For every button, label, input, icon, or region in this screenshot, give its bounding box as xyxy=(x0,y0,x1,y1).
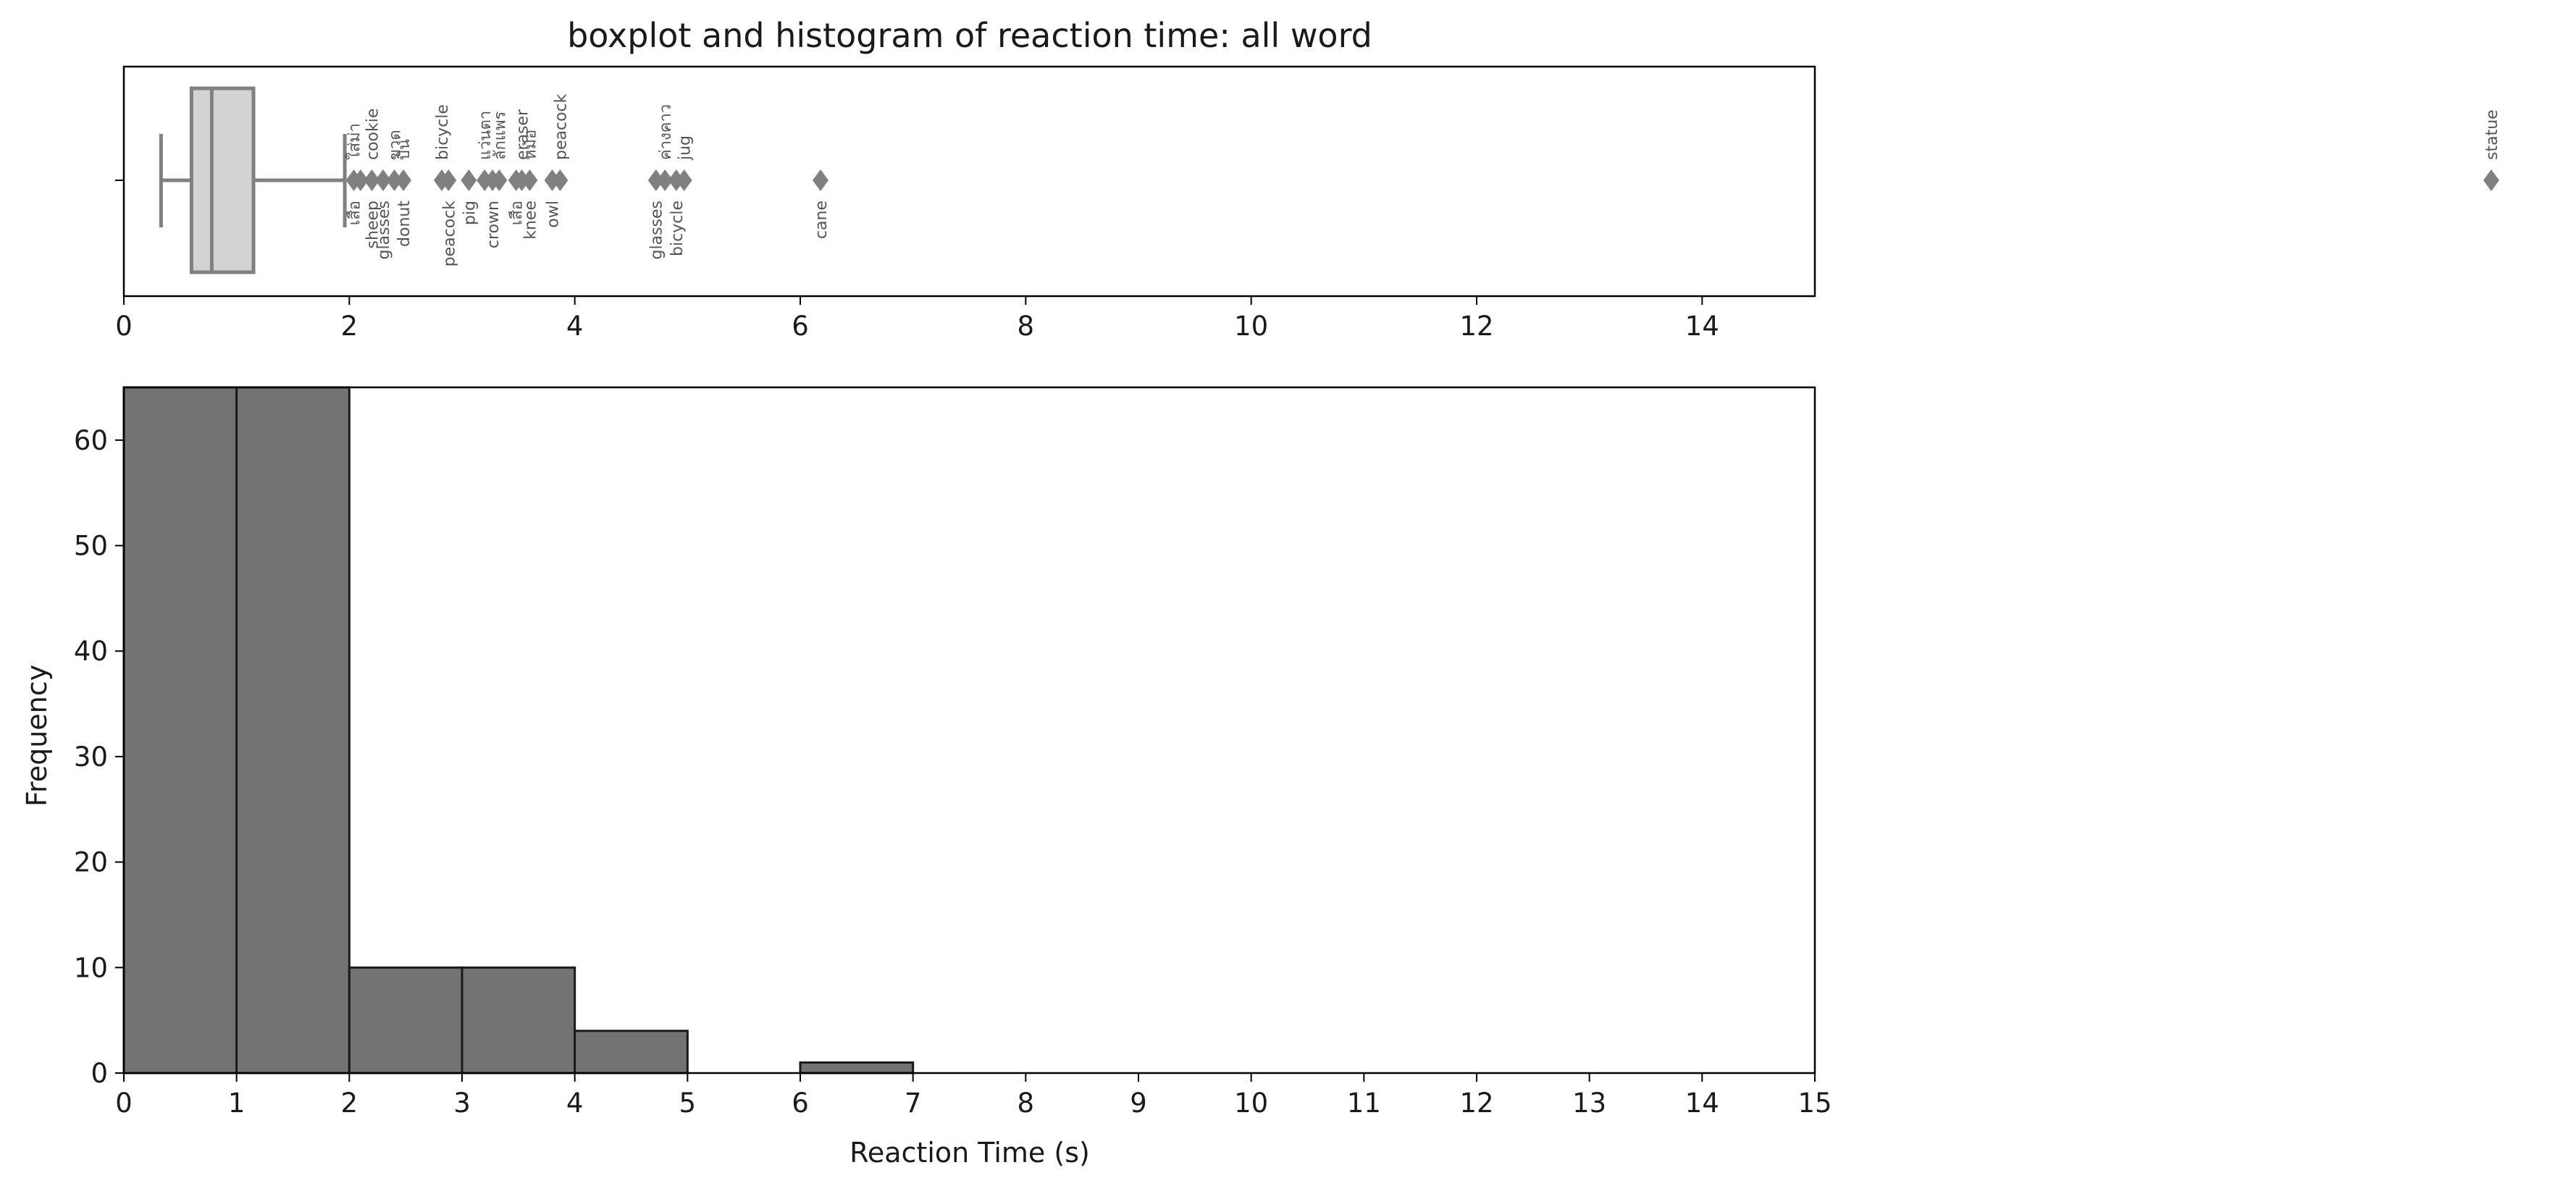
outlier-label-below: crown xyxy=(484,201,503,248)
outlier-point xyxy=(491,169,508,191)
hist-x-tick-label: 7 xyxy=(905,1088,922,1119)
hist-y-tick-label: 0 xyxy=(91,1058,108,1089)
hist-y-tick-label: 40 xyxy=(74,636,108,667)
outlier-point xyxy=(2483,169,2499,191)
outlier-point xyxy=(352,169,369,191)
hist-x-tick-label: 10 xyxy=(1234,1088,1268,1119)
boxplot-panel: ใส่ม่าเสือcookiesheepglassesขวดบินdonutb… xyxy=(115,65,2501,342)
hist-x-tick-label: 14 xyxy=(1685,1088,1719,1119)
outlier-point xyxy=(440,169,457,191)
box-x-tick-label: 0 xyxy=(115,311,133,342)
histogram-bar xyxy=(574,1030,689,1074)
outlier-label-below: glasses xyxy=(648,201,666,259)
outlier-label-below: sheep xyxy=(364,201,382,248)
hist-x-tick-label: 3 xyxy=(453,1088,471,1119)
outlier-point xyxy=(375,169,392,191)
outlier-label-above: ใส่ม่า xyxy=(345,123,364,160)
hist-x-tick-label: 9 xyxy=(1130,1088,1147,1119)
outlier-point xyxy=(813,169,829,191)
hist-x-tick-label: 15 xyxy=(1797,1088,1832,1119)
hist-y-tick-label: 20 xyxy=(74,847,108,878)
outlier-point xyxy=(386,169,403,191)
outlier-label-below: peacock xyxy=(440,201,458,267)
hist-x-tick-label: 6 xyxy=(792,1088,809,1119)
box-x-tick-label: 4 xyxy=(566,311,584,342)
hist-y-tick-label: 60 xyxy=(74,425,108,456)
hist-x-tick-label: 8 xyxy=(1018,1088,1035,1119)
hist-x-tick-label: 13 xyxy=(1572,1088,1606,1119)
histogram-bar xyxy=(799,1061,915,1074)
box-x-tick-label: 10 xyxy=(1234,311,1268,342)
hist-x-tick-label: 1 xyxy=(228,1088,246,1119)
y-axis-label: Frequency xyxy=(21,665,53,807)
hist-y-tick-label: 30 xyxy=(74,741,108,773)
outlier-label-below: owl xyxy=(545,201,563,228)
outlier-point xyxy=(364,169,380,191)
outlier-label-above: cookie xyxy=(364,109,382,160)
outlier-label-below: donut xyxy=(395,201,414,247)
hist-x-tick-label: 0 xyxy=(115,1088,133,1119)
iqr-box xyxy=(189,86,256,274)
histogram-bar xyxy=(348,966,463,1074)
outlier-label-above: ลักแพร xyxy=(491,112,509,160)
outlier-point xyxy=(647,169,664,191)
outlier-point xyxy=(461,169,477,191)
histogram-frame xyxy=(122,386,1816,1074)
hist-x-tick-label: 2 xyxy=(341,1088,358,1119)
outlier-label-above: bicycle xyxy=(434,104,452,160)
outlier-label-above: ขวด xyxy=(387,130,405,160)
outlier-label-below: pig xyxy=(461,201,479,225)
outlier-label-above: statue xyxy=(2483,109,2501,160)
hist-y-tick-label: 10 xyxy=(74,952,108,983)
boxplot-frame xyxy=(122,65,1816,298)
box-x-tick-label: 2 xyxy=(341,311,358,342)
outlier-label-below: cane xyxy=(813,201,831,239)
box-x-tick-label: 6 xyxy=(792,311,809,342)
box-x-tick-label: 12 xyxy=(1459,311,1493,342)
chart-title: boxplot and histogram of reaction time: … xyxy=(567,16,1372,55)
hist-x-tick-label: 5 xyxy=(679,1088,697,1119)
hist-x-tick-label: 11 xyxy=(1347,1088,1381,1119)
outlier-label-above: eraser xyxy=(514,109,532,160)
outlier-label-below: เสือ xyxy=(346,201,364,225)
outlier-label-below: เสือ xyxy=(508,201,526,225)
outlier-point xyxy=(521,169,538,191)
box-x-tick-label: 8 xyxy=(1018,311,1035,342)
x-axis-label: Reaction Time (s) xyxy=(849,1137,1090,1169)
histogram-bar xyxy=(235,386,351,1074)
histogram-bar xyxy=(122,386,238,1074)
outlier-label-below: glasses xyxy=(375,201,393,259)
outlier-label-below: bicycle xyxy=(668,201,687,256)
outlier-label-above: jug xyxy=(676,135,695,161)
hist-x-tick-label: 4 xyxy=(566,1088,584,1119)
outlier-label-above: peacock xyxy=(552,93,570,160)
outlier-label-above: ค่างคาว xyxy=(657,104,675,160)
outlier-label-above: แว่นตา xyxy=(477,111,495,160)
hist-y-tick-label: 50 xyxy=(74,531,108,562)
hist-x-tick-label: 12 xyxy=(1459,1088,1493,1119)
box-x-tick-label: 14 xyxy=(1685,311,1719,342)
outlier-point xyxy=(676,169,692,191)
outlier-label-above: หม้อ xyxy=(521,130,540,160)
histogram-bar xyxy=(461,966,576,1074)
outlier-label-above: บิน xyxy=(395,139,414,160)
outlier-point xyxy=(657,169,674,191)
outlier-point xyxy=(552,169,569,191)
outlier-label-below: knee xyxy=(521,201,540,240)
outlier-point xyxy=(395,169,412,191)
